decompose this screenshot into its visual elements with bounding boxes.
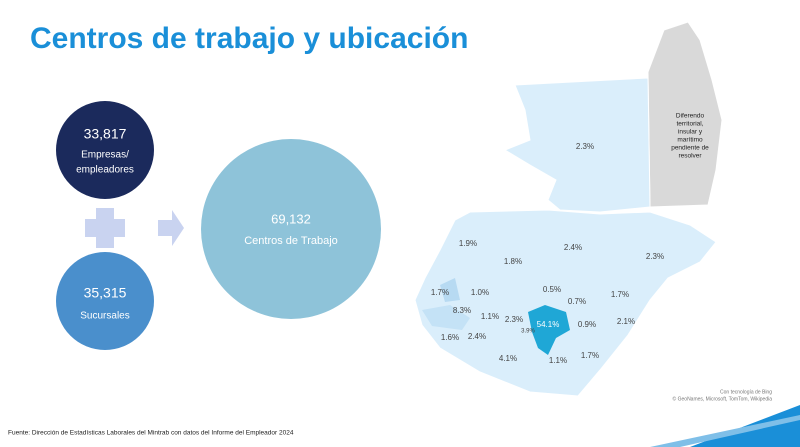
- total-label: Centros de Trabajo: [244, 235, 338, 247]
- companies-circle: [56, 101, 154, 199]
- title: Centros de trabajo y ubicación: [30, 22, 468, 55]
- total-value: 69,132: [271, 211, 311, 226]
- plus-icon: [85, 208, 125, 248]
- companies-label: empleadores: [76, 165, 134, 176]
- region-pct: 0.9%: [578, 320, 596, 329]
- region-pct: 0.7%: [568, 297, 586, 306]
- region-pct: 1.0%: [471, 288, 489, 297]
- region-pct: 1.9%: [459, 239, 477, 248]
- region-pct: 3.9%: [521, 329, 535, 335]
- region-pct: 2.1%: [617, 317, 635, 326]
- region-pct: 2.3%: [505, 315, 523, 324]
- region-pct: 1.7%: [611, 290, 629, 299]
- corner-decoration: [650, 415, 800, 447]
- region-pct: 1.8%: [504, 257, 522, 266]
- total-circle: [201, 139, 381, 319]
- belize-area: [647, 21, 723, 208]
- attribution: Con tecnología de Bing: [720, 389, 772, 395]
- note-line: marítimo: [677, 137, 703, 144]
- peten-region: [503, 77, 651, 213]
- companies-value: 33,817: [84, 126, 127, 142]
- region-pct: 2.3%: [646, 252, 664, 261]
- source: Fuente: Dirección de Estadísticas Labora…: [8, 430, 294, 437]
- branches-value: 35,315: [84, 285, 127, 301]
- region-pct: 1.6%: [441, 333, 459, 342]
- note-line: resolver: [678, 153, 702, 160]
- region-pct: 0.5%: [543, 285, 561, 294]
- note-line: pendiente de: [671, 145, 709, 152]
- note-line: territorial,: [676, 121, 703, 128]
- guatemala-dept: [528, 305, 570, 355]
- region-pct: 1.1%: [549, 356, 567, 365]
- note-line: insular y: [678, 129, 703, 136]
- branches-label: Sucursales: [80, 311, 129, 322]
- note: Diferendo territorial, insular y marítim…: [671, 113, 709, 160]
- south-region: [414, 209, 717, 397]
- note-line: Diferendo: [676, 113, 705, 120]
- region-labels: 2.3% 1.9% 2.4% 2.3% 1.8% 1.7% 1.0% 0.5% …: [431, 142, 664, 365]
- region-pct: 1.7%: [581, 351, 599, 360]
- region-pct: 8.3%: [453, 306, 471, 315]
- region: [422, 305, 470, 330]
- arrow-icon: [158, 210, 184, 246]
- region-pct: 1.7%: [431, 288, 449, 297]
- companies-label: Empresas/: [81, 150, 129, 161]
- region-pct: 2.3%: [576, 142, 594, 151]
- region-pct: 2.4%: [468, 332, 486, 341]
- region-pct: 1.1%: [481, 312, 499, 321]
- region-pct: 2.4%: [564, 243, 582, 252]
- region-pct: 54.1%: [537, 320, 560, 329]
- attribution: © GeoNames, Microsoft, TomTom, Wikipedia: [673, 395, 773, 402]
- region-pct: 4.1%: [499, 354, 517, 363]
- branches-circle: [56, 252, 154, 350]
- lake: [440, 278, 460, 302]
